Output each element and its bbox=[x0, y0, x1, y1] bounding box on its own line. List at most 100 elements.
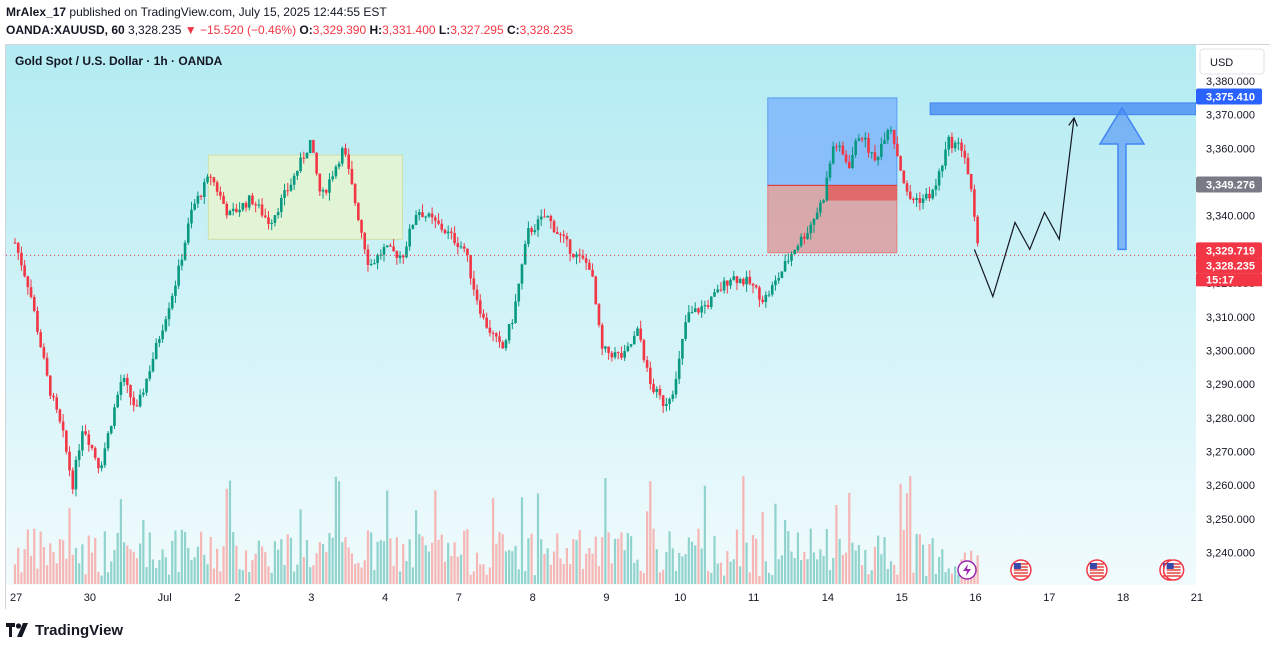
candle-body bbox=[151, 358, 155, 372]
target-box[interactable] bbox=[767, 97, 898, 186]
candle-body bbox=[87, 434, 91, 445]
candle bbox=[219, 186, 222, 200]
candle-body bbox=[13, 242, 17, 244]
volume-bar bbox=[309, 567, 312, 584]
candle-body bbox=[831, 146, 835, 164]
volume-bar bbox=[511, 551, 514, 584]
candle bbox=[369, 258, 373, 267]
volume-bar bbox=[700, 548, 703, 584]
volume-bar bbox=[360, 567, 363, 584]
price-badge: 3,328.235 bbox=[1196, 257, 1262, 274]
volume-bar bbox=[87, 535, 90, 584]
target-zone[interactable] bbox=[929, 102, 1197, 116]
volume-bar bbox=[142, 519, 145, 584]
candle-body bbox=[116, 394, 119, 408]
volume-bar bbox=[254, 553, 257, 584]
volume-bar bbox=[318, 542, 321, 584]
candle-body bbox=[212, 177, 216, 183]
volume-bar bbox=[533, 575, 536, 584]
volume-bar bbox=[703, 485, 706, 584]
candle bbox=[318, 173, 322, 197]
candle bbox=[81, 425, 84, 457]
candle-body bbox=[135, 405, 139, 407]
candle bbox=[257, 199, 261, 209]
price-axis[interactable] bbox=[1196, 45, 1270, 585]
low-label: L: bbox=[438, 23, 451, 37]
candle bbox=[636, 326, 639, 337]
candle-body bbox=[472, 278, 476, 290]
candle-body bbox=[546, 215, 549, 218]
volume-bar bbox=[838, 538, 841, 584]
volume-bar bbox=[620, 532, 623, 584]
candle-body bbox=[735, 276, 739, 284]
volume-bar bbox=[915, 534, 918, 584]
candle bbox=[450, 227, 453, 240]
candle-body bbox=[401, 255, 405, 258]
us-flag-icon[interactable] bbox=[1162, 559, 1185, 581]
x-tick-label: 18 bbox=[1117, 592, 1129, 604]
candle bbox=[905, 180, 909, 196]
candle-body bbox=[170, 295, 174, 309]
volume-bar bbox=[514, 545, 517, 584]
us-flag-icon[interactable] bbox=[1010, 559, 1032, 581]
candle-body bbox=[562, 234, 565, 237]
candle bbox=[896, 136, 899, 157]
volume-bar bbox=[440, 534, 443, 584]
candle bbox=[838, 141, 841, 152]
candle-body bbox=[809, 224, 813, 234]
y-tick-label: 3,280.000 bbox=[1206, 413, 1255, 425]
candle-body bbox=[726, 280, 729, 286]
bolt-glyph bbox=[963, 564, 972, 576]
tradingview-footer[interactable]: TradingView bbox=[6, 621, 123, 639]
candle bbox=[289, 178, 293, 192]
candle-body bbox=[363, 232, 367, 250]
up-arrow-icon[interactable] bbox=[1098, 106, 1146, 251]
candle-body bbox=[578, 254, 582, 256]
price-badge-bg bbox=[1196, 257, 1262, 274]
candle-body bbox=[812, 219, 816, 225]
candle-body bbox=[347, 154, 351, 169]
candle bbox=[706, 299, 710, 310]
candle-body bbox=[475, 289, 479, 301]
candle-body bbox=[957, 142, 960, 144]
candle bbox=[588, 259, 591, 270]
candle bbox=[684, 314, 687, 341]
candle-body bbox=[825, 177, 829, 201]
volume-bar bbox=[860, 565, 864, 584]
flag-stripe bbox=[1013, 563, 1028, 565]
volume-bar bbox=[832, 557, 835, 584]
currency-button[interactable]: USD bbox=[1199, 48, 1265, 75]
candle bbox=[379, 249, 383, 260]
volume-bar bbox=[671, 548, 674, 584]
event-bolt-icon[interactable] bbox=[957, 560, 977, 580]
candle bbox=[819, 199, 822, 217]
candle-body bbox=[109, 426, 113, 434]
volume-bar bbox=[293, 571, 296, 584]
candle-body bbox=[52, 395, 55, 398]
candle bbox=[312, 139, 315, 154]
candle bbox=[308, 139, 312, 154]
volume-bar bbox=[690, 541, 694, 584]
candle bbox=[158, 335, 161, 348]
volume-bar bbox=[870, 570, 873, 584]
candle-body bbox=[706, 305, 710, 308]
candle bbox=[700, 300, 703, 318]
candle-body bbox=[376, 255, 379, 264]
candle bbox=[597, 303, 601, 328]
consolidation-box[interactable] bbox=[207, 154, 403, 240]
candle-body bbox=[681, 338, 684, 359]
author-name[interactable]: MrAlex_17 bbox=[6, 5, 67, 19]
candle-body bbox=[145, 378, 148, 393]
candle bbox=[443, 228, 447, 235]
time-axis[interactable] bbox=[6, 585, 1270, 609]
volume-bar bbox=[212, 568, 216, 584]
candle-body bbox=[440, 223, 444, 230]
us-flag-icon[interactable] bbox=[1086, 559, 1108, 581]
candle-body bbox=[604, 346, 607, 349]
volume-bar bbox=[623, 550, 626, 584]
candle bbox=[357, 201, 360, 222]
volume-bar bbox=[421, 536, 424, 584]
projection-path[interactable] bbox=[973, 117, 1075, 299]
candle-body bbox=[565, 236, 569, 240]
